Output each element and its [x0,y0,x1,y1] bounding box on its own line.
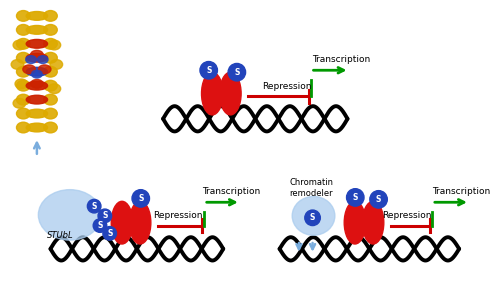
Ellipse shape [16,108,30,119]
Text: Transcription: Transcription [312,55,371,64]
Ellipse shape [344,201,366,244]
Ellipse shape [44,39,58,49]
Ellipse shape [44,10,58,21]
Ellipse shape [38,190,102,240]
Circle shape [370,191,388,208]
Ellipse shape [16,122,30,133]
Ellipse shape [26,81,48,90]
Ellipse shape [26,26,48,34]
Ellipse shape [13,40,26,50]
Ellipse shape [32,70,42,78]
Text: Transcription: Transcription [432,187,490,196]
Ellipse shape [26,53,48,62]
Text: S: S [376,195,382,204]
Circle shape [346,189,364,206]
Ellipse shape [26,39,48,48]
Circle shape [88,199,101,213]
Text: S: S [206,66,212,75]
Ellipse shape [48,40,60,50]
Ellipse shape [16,94,30,105]
Ellipse shape [38,56,48,64]
Text: S: S [310,213,316,222]
Ellipse shape [44,80,58,91]
Ellipse shape [48,84,60,94]
Ellipse shape [44,25,58,35]
Ellipse shape [26,109,48,118]
Ellipse shape [30,50,43,59]
Text: Repression: Repression [262,82,312,91]
Text: STUbL: STUbL [47,231,74,240]
Ellipse shape [16,10,30,21]
Ellipse shape [30,79,43,88]
Text: S: S [107,229,112,238]
Circle shape [98,209,112,223]
Text: S: S [92,202,97,211]
Circle shape [228,64,246,81]
Ellipse shape [44,94,58,105]
Ellipse shape [202,72,223,115]
Circle shape [305,210,320,226]
Text: S: S [98,221,102,230]
Ellipse shape [130,201,151,244]
Ellipse shape [16,52,30,63]
Circle shape [132,190,150,207]
Text: S: S [234,68,239,77]
Ellipse shape [16,80,30,91]
Ellipse shape [23,65,36,74]
Ellipse shape [16,39,30,49]
Text: S: S [102,211,108,220]
Circle shape [103,226,117,240]
Ellipse shape [44,52,58,63]
Ellipse shape [44,66,58,77]
Text: Chromatin
remodeler: Chromatin remodeler [290,178,334,198]
Ellipse shape [44,122,58,133]
Ellipse shape [220,72,241,115]
Ellipse shape [38,65,51,74]
Text: Repression: Repression [382,211,432,220]
Ellipse shape [292,196,335,235]
Ellipse shape [26,95,48,104]
Circle shape [200,61,218,79]
Text: Repression: Repression [154,211,203,220]
Ellipse shape [16,25,30,35]
Ellipse shape [16,66,30,77]
Ellipse shape [26,12,48,20]
Text: Transcription: Transcription [202,187,260,196]
Ellipse shape [111,201,132,244]
Ellipse shape [15,79,28,89]
Ellipse shape [13,98,26,108]
Ellipse shape [26,56,36,64]
Ellipse shape [26,67,48,76]
Text: S: S [138,194,143,203]
Ellipse shape [11,59,24,69]
Ellipse shape [362,201,384,244]
Text: S: S [352,193,358,202]
Circle shape [93,219,107,232]
Ellipse shape [26,123,48,132]
Ellipse shape [50,59,62,69]
Ellipse shape [44,108,58,119]
